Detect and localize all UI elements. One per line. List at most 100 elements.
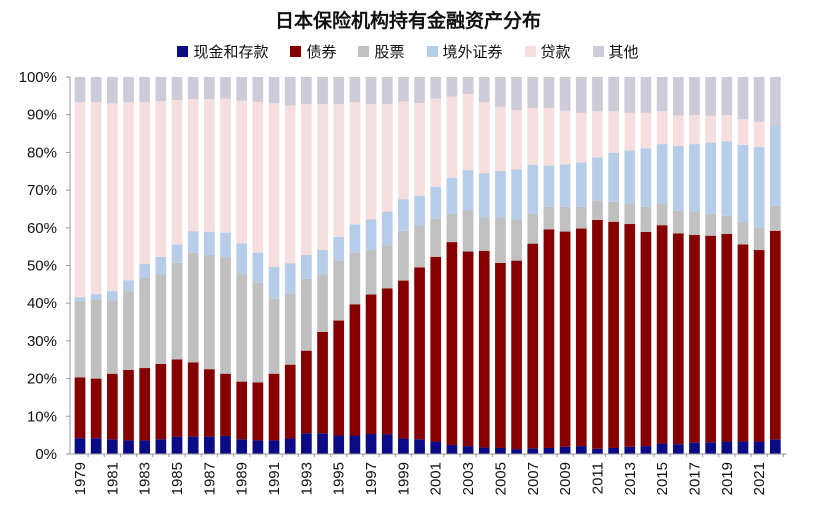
bar-segment-1991-5 <box>268 77 280 104</box>
bar-segment-2016-4 <box>672 115 684 146</box>
x-tick-label: 1981 <box>104 462 121 495</box>
bar-segment-1987-2 <box>204 254 215 370</box>
bar-segment-2019-0 <box>721 441 733 454</box>
bar-segment-2003-2 <box>462 210 474 252</box>
x-tick-label: 1989 <box>234 462 251 495</box>
bar-segment-2017-4 <box>689 115 700 145</box>
y-tick-label: 100% <box>19 69 57 86</box>
bar-segment-2015-5 <box>656 77 668 112</box>
legend-item-cash: 现金和存款 <box>177 41 268 62</box>
legend-swatch <box>358 46 370 57</box>
bar-segment-1997-1 <box>365 294 377 435</box>
bar-segment-1985-2 <box>171 262 183 360</box>
bar-segment-2018-5 <box>705 77 716 116</box>
bar-segment-2012-4 <box>608 111 619 153</box>
bar-segment-2019-4 <box>721 115 733 142</box>
bar-segment-2001-5 <box>430 77 442 99</box>
bar-segment-2015-4 <box>656 111 668 145</box>
bar-segment-2012-2 <box>608 201 619 222</box>
bar-segment-2019-1 <box>721 233 733 442</box>
bar-segment-1980-2 <box>90 299 102 379</box>
bar-segment-2010-2 <box>575 206 587 229</box>
bar-segment-1998-0 <box>381 434 393 454</box>
bar-segment-2018-3 <box>705 142 716 214</box>
bar-segment-1981-4 <box>106 103 118 292</box>
bar-segment-1984-4 <box>155 101 167 257</box>
bar-segment-2003-1 <box>462 251 474 447</box>
bar-segment-1995-1 <box>333 320 345 436</box>
x-tick-label: 1993 <box>298 462 315 495</box>
x-tick-label: 2021 <box>751 462 768 495</box>
bar-segment-2011-3 <box>592 157 603 201</box>
bar-segment-1986-1 <box>187 362 199 437</box>
x-tick-label: 2005 <box>492 462 509 495</box>
bar-segment-2015-3 <box>656 144 668 205</box>
bar-segment-2000-0 <box>414 439 425 454</box>
bar-segment-1996-2 <box>349 252 361 305</box>
x-tick-label: 1979 <box>72 462 89 495</box>
bar-segment-1993-4 <box>301 104 312 255</box>
legend-swatch <box>524 46 536 57</box>
bar-segment-2008-2 <box>543 206 555 230</box>
bar-segment-2006-5 <box>511 77 522 111</box>
bar-segment-2001-1 <box>430 256 442 442</box>
bar-segment-2001-0 <box>430 441 442 454</box>
bar-segment-2017-3 <box>689 144 700 212</box>
bar-segment-2002-0 <box>446 444 458 454</box>
bar-segment-2014-3 <box>640 148 652 207</box>
bar-segment-1982-1 <box>123 369 134 441</box>
bar-segment-2022-0 <box>769 439 781 454</box>
bar-segment-1979-2 <box>74 300 86 378</box>
bar-segment-1986-5 <box>187 77 199 100</box>
bar-segment-2021-3 <box>753 147 765 228</box>
bar-segment-1980-4 <box>90 102 102 295</box>
bar-segment-1985-4 <box>171 99 183 245</box>
bar-segment-2000-1 <box>414 267 425 440</box>
bar-segment-2002-5 <box>446 77 458 97</box>
bar-segment-2021-1 <box>753 250 765 442</box>
bar-segment-1983-4 <box>139 102 151 264</box>
bar-segment-1981-0 <box>106 439 118 454</box>
x-tick-label: 2015 <box>654 462 671 495</box>
bar-segment-1992-5 <box>284 77 296 106</box>
y-tick-label: 50% <box>27 258 57 275</box>
bar-segment-2007-4 <box>527 108 539 165</box>
bar-segment-2001-2 <box>430 218 442 257</box>
bar-segment-2017-5 <box>689 77 700 116</box>
bar-segment-2013-5 <box>624 77 636 113</box>
bar-segment-1990-3 <box>252 252 264 283</box>
bar-segment-2004-5 <box>478 77 490 103</box>
bar-segment-2021-5 <box>753 77 765 122</box>
bar-segment-2014-5 <box>640 77 652 113</box>
bar-segment-1984-5 <box>155 77 167 102</box>
y-tick-label: 10% <box>27 408 57 425</box>
bar-segment-2003-4 <box>462 93 474 171</box>
x-tick-label: 1999 <box>395 462 412 495</box>
bar-segment-1981-2 <box>106 300 118 374</box>
bar-segment-2003-3 <box>462 170 474 211</box>
bar-segment-2010-0 <box>575 446 587 454</box>
legend-label: 其他 <box>608 43 639 61</box>
bar-segment-1993-1 <box>301 350 312 434</box>
bar-segment-2009-3 <box>559 164 571 207</box>
bar-segment-1980-0 <box>90 438 102 454</box>
bar-segment-2011-4 <box>592 111 603 158</box>
bar-segment-2013-1 <box>624 224 636 447</box>
bar-segment-1986-4 <box>187 99 199 232</box>
x-tick-label: 2013 <box>622 462 639 495</box>
bar-segment-1984-1 <box>155 363 167 440</box>
bar-segment-2015-1 <box>656 225 668 444</box>
bar-segment-2016-1 <box>672 233 684 445</box>
bar-segment-2016-0 <box>672 444 684 454</box>
bar-segment-1995-3 <box>333 236 345 261</box>
bar-segment-2006-2 <box>511 219 522 261</box>
bar-segment-2020-2 <box>737 222 749 245</box>
bar-segment-1990-1 <box>252 382 264 441</box>
bar-segment-2002-3 <box>446 177 458 214</box>
bar-segment-1999-5 <box>398 77 409 102</box>
bar-segment-1992-4 <box>284 105 296 264</box>
bar-segment-2005-2 <box>495 217 506 263</box>
bar-segment-1990-2 <box>252 282 264 383</box>
bar-segment-1995-4 <box>333 104 345 237</box>
bar-segment-1985-3 <box>171 244 183 263</box>
